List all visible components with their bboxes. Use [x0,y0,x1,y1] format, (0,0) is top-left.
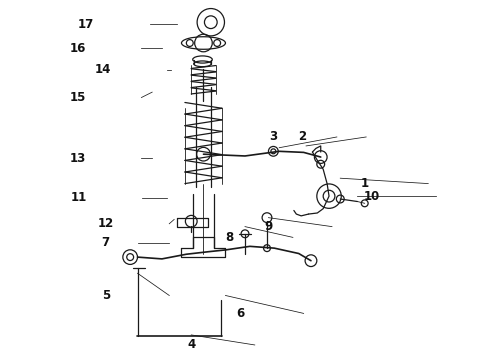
Text: 7: 7 [102,236,110,249]
Text: 15: 15 [70,91,86,104]
Text: 11: 11 [71,192,87,204]
Text: 3: 3 [270,130,277,144]
Text: 17: 17 [78,18,95,31]
Text: 9: 9 [264,220,272,233]
Text: 10: 10 [364,190,380,203]
Text: 14: 14 [95,63,112,76]
Text: 4: 4 [187,338,196,351]
Text: 8: 8 [225,231,234,244]
Text: 16: 16 [70,41,86,54]
Text: 5: 5 [101,289,110,302]
Text: 13: 13 [70,152,86,165]
Text: 12: 12 [98,217,114,230]
Text: 2: 2 [298,130,307,144]
Text: 6: 6 [236,307,244,320]
Text: 1: 1 [361,177,369,190]
